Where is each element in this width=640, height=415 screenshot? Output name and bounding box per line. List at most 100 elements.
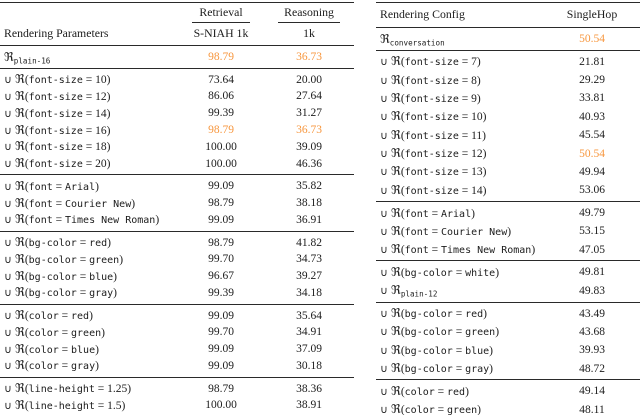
metric-value: 98.79	[208, 51, 234, 63]
parameter-value: Courier New	[65, 198, 132, 210]
table-row: ∪ ℜ(font-size = 13) 49.94	[376, 163, 640, 181]
relation-symbol: ℜ	[15, 139, 25, 154]
parameter-value: green	[447, 405, 478, 415]
union-symbol: ∪	[380, 244, 392, 257]
parameter-name: font	[28, 198, 53, 210]
table-row: ∪ ℜ(bg-color = red) 43.49	[376, 302, 640, 323]
parameter-name: line-height	[28, 400, 95, 412]
row-label: ∪ ℜ(font-size = 10)	[380, 109, 487, 124]
metric-value: 98.79	[208, 236, 234, 249]
table-row: ∪ ℜ(font = Times New Roman) 47.05	[376, 241, 640, 261]
parameter-name: font	[28, 215, 53, 227]
relation-symbol: ℜ	[391, 127, 401, 142]
metric-value: 86.06	[208, 90, 234, 103]
parameter-name: bg-color	[404, 364, 453, 376]
row-label: ∪ ℜ(font-size = 9)	[380, 90, 481, 105]
metric-value: 43.68	[579, 325, 605, 338]
table-row: ∪ ℜ(bg-color = green) 43.68	[376, 323, 640, 341]
relation-symbol: ℜ	[15, 358, 25, 373]
table-row: ℜplain-16 98.79 36.73	[0, 46, 354, 69]
table-row: ∪ ℜ(font-size = 14) 53.06	[376, 182, 640, 202]
union-symbol: ∪	[380, 92, 392, 105]
metric-value: 45.54	[579, 129, 605, 142]
column-header-row: Rendering Parameters S-NIAH 1k 1k	[0, 23, 354, 46]
relation-symbol: ℜ	[15, 88, 25, 103]
left-table-header: Retrieval Reasoning Rendering Parameters…	[0, 3, 354, 46]
metric-value: 31.27	[296, 107, 322, 120]
relation-symbol: ℜ	[391, 54, 401, 69]
table-section: ∪ ℜ(font = Arial) 99.09 35.82 ∪ ℜ(font = Co…	[0, 174, 354, 231]
union-symbol: ∪	[380, 308, 392, 320]
metric-value: 99.09	[208, 213, 234, 226]
column-header-sniah-1k: S-NIAH 1k	[193, 26, 249, 40]
relation-symbol: ℜ	[15, 251, 25, 266]
relation-subscript: plain-12	[400, 289, 438, 299]
row-label: ∪ ℜ(font = Times New Roman)	[380, 242, 536, 257]
row-label: ∪ ℜ(font-size = 12)	[380, 146, 487, 161]
column-header-row: Rendering Config SingleHop	[376, 3, 640, 28]
row-label: ∪ ℜ(font = Courier New)	[4, 195, 136, 210]
relation-symbol: ℜ	[4, 49, 14, 64]
parameter-value: blue	[465, 345, 490, 357]
metric-value: 99.09	[208, 359, 234, 372]
row-label: ∪ ℜ(font-size = 14)	[4, 105, 111, 120]
union-symbol: ∪	[4, 158, 16, 171]
metric-value: 49.14	[579, 385, 605, 398]
row-label: ∪ ℜplain-12	[376, 282, 544, 302]
relation-symbol: ℜ	[391, 223, 401, 238]
table-row: ∪ ℜ(color = blue) 99.09 37.09	[0, 341, 354, 358]
table-row: ∪ ℜ(bg-color = green) 99.70 34.73	[0, 251, 354, 268]
right-table-header: Rendering Config SingleHop	[376, 3, 640, 28]
metric-value: 30.18	[296, 359, 322, 372]
parameter-value: green	[465, 327, 496, 339]
relation-subscript: plain-16	[13, 56, 51, 65]
parameter-name: font-size	[404, 130, 459, 142]
table-row: ∪ ℜ(font-size = 9) 33.81	[376, 90, 640, 108]
row-label: ∪ ℜ(bg-color = green)	[4, 251, 124, 266]
union-symbol: ∪	[4, 124, 16, 137]
row-label: ∪ ℜ(bg-color = blue)	[4, 268, 118, 283]
table-row: ∪ ℜ(font = Arial) 99.09 35.82	[0, 175, 354, 195]
column-group-reasoning: Reasoning	[264, 3, 354, 23]
table-row: ∪ ℜ(bg-color = blue) 39.93	[376, 342, 640, 360]
parameter-name: font-size	[404, 57, 459, 69]
union-symbol: ∪	[4, 310, 16, 323]
metric-value: 99.09	[208, 309, 234, 322]
union-symbol: ∪	[4, 107, 16, 120]
metric-value: 39.09	[296, 140, 322, 153]
table-row: ∪ ℜ(line-height = 1.5) 100.00 38.91	[0, 397, 354, 414]
union-symbol: ∪	[380, 363, 392, 376]
metric-value: 98.79	[208, 382, 234, 395]
metric-value: 49.83	[579, 284, 605, 297]
metric-value: 50.54	[579, 147, 605, 160]
parameter-value: Times New Roman	[441, 245, 532, 257]
metric-value: 39.93	[579, 344, 605, 357]
parameter-value: gray	[89, 288, 114, 300]
parameter-value: red	[89, 238, 108, 250]
parameter-name: font-size	[404, 93, 459, 105]
table-row: ∪ ℜ(font-size = 20) 100.00 46.36	[0, 156, 354, 175]
table-section: ∪ ℜ(bg-color = red) 98.79 41.82 ∪ ℜ(bg-colo…	[0, 231, 354, 304]
union-symbol: ∪	[380, 225, 392, 238]
metric-value: 20.00	[296, 73, 322, 86]
relation-symbol: ℜ	[391, 72, 401, 87]
table-row: ∪ ℜ(font-size = 12) 86.06 27.64	[0, 89, 354, 106]
union-symbol: ∪	[380, 344, 392, 357]
metric-value: 40.93	[579, 110, 605, 123]
union-symbol: ∪	[380, 166, 392, 179]
union-symbol: ∪	[4, 74, 16, 87]
parameter-name: bg-color	[404, 267, 453, 279]
union-symbol: ∪	[4, 237, 16, 250]
union-symbol: ∪	[4, 141, 16, 154]
relation-symbol: ℜ	[391, 361, 401, 376]
relation-symbol: ℜ	[391, 342, 401, 357]
column-header-singlehop: SingleHop	[566, 7, 618, 21]
parameter-value: 14	[95, 107, 107, 120]
row-label: ∪ ℜ(color = green)	[380, 402, 481, 415]
union-symbol: ∪	[4, 326, 16, 339]
union-symbol: ∪	[4, 383, 16, 396]
parameter-value: 12	[95, 90, 107, 103]
metric-value: 38.36	[296, 382, 322, 395]
parameter-name: font-size	[28, 159, 83, 171]
union-symbol: ∪	[4, 214, 16, 227]
